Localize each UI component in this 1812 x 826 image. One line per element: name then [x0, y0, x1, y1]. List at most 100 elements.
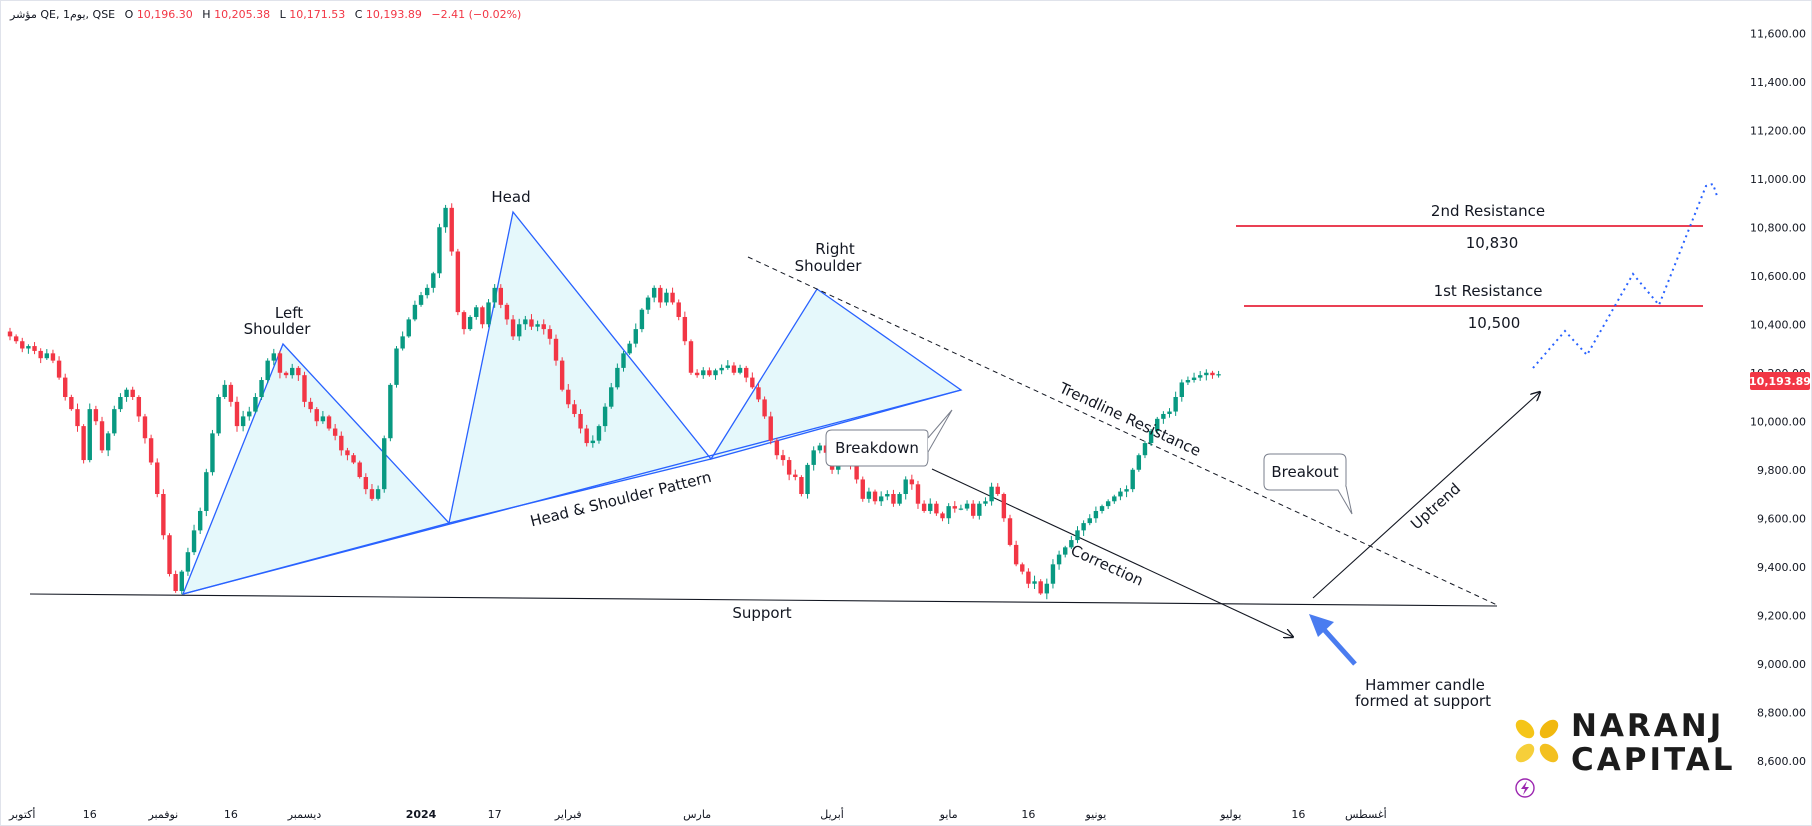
candle: [339, 431, 344, 456]
price-tick-label: 9,200.00: [1757, 609, 1806, 622]
price-tick-label: 9,800.00: [1757, 464, 1806, 477]
time-axis[interactable]: أكتوبر 16 نوفمبر 16 ديسمبر 2024 17 فبراير مارس أب…: [8, 807, 1387, 821]
candle: [891, 489, 896, 507]
candle: [1038, 579, 1043, 595]
candle: [1118, 487, 1123, 501]
time-tick-label: 16: [1021, 808, 1035, 821]
candle: [7, 327, 13, 341]
close-label: C: [355, 8, 363, 21]
candle: [400, 331, 405, 351]
pattern-zone-1: [181, 342, 451, 595]
candle: [970, 500, 976, 519]
candle: [1142, 440, 1148, 459]
candle: [357, 460, 362, 479]
breakdown-callout: Breakdown: [825, 409, 953, 467]
trendline-resistance: [747, 256, 1498, 606]
resistance-1-value: 10,500: [1468, 314, 1521, 332]
candle: [424, 284, 430, 299]
time-tick-label: ديسمبر: [287, 808, 322, 821]
candle: [148, 434, 154, 465]
candle: [504, 302, 510, 325]
candle: [222, 380, 227, 400]
candle: [271, 348, 277, 366]
candle: [1044, 578, 1050, 600]
time-tick-label: 16: [83, 808, 97, 821]
candle: [958, 504, 964, 511]
candle: [234, 396, 240, 432]
candle: [1204, 369, 1209, 381]
candle: [26, 344, 31, 354]
candle: [744, 365, 749, 383]
candle: [756, 383, 761, 403]
candle: [81, 424, 86, 464]
candle: [903, 476, 908, 500]
head-label: Head: [491, 188, 530, 206]
candle: [75, 403, 80, 432]
candle: [860, 476, 865, 502]
candle: [63, 373, 68, 401]
candle: [737, 364, 743, 375]
candle: [1050, 559, 1056, 589]
naranj-capital-logo: NARANJ CAPITAL: [1515, 708, 1732, 778]
candle: [658, 285, 663, 308]
candle: [308, 397, 313, 413]
candle: [228, 382, 234, 407]
candle: [609, 382, 614, 409]
candle: [572, 399, 577, 418]
candle: [817, 442, 823, 454]
candle: [130, 386, 135, 400]
price-axis[interactable]: 8,600.00 8,800.00 9,000.00 9,200.00 9,400.00…: [1750, 27, 1806, 768]
price-tick-label: 11,200.00: [1750, 124, 1806, 137]
candle: [44, 349, 50, 360]
candle: [682, 311, 688, 346]
candle: [1013, 540, 1019, 567]
candle: [1056, 550, 1062, 570]
pattern-zone-3: [709, 288, 963, 461]
candle: [283, 371, 289, 379]
candle: [290, 363, 295, 379]
candle: [578, 409, 583, 434]
resistance-1-label: 1st Resistance: [1434, 282, 1543, 300]
candle: [1087, 514, 1092, 526]
time-tick-label: فبراير: [554, 808, 582, 821]
candle: [240, 410, 246, 432]
price-tick-label: 11,400.00: [1750, 76, 1806, 89]
correction-arrow: [931, 468, 1293, 637]
pattern-zone-2: [448, 210, 713, 524]
logo-sun-icon: [1515, 719, 1559, 763]
hammer-arrow: [1309, 614, 1357, 666]
candle: [136, 395, 142, 422]
candle: [1007, 514, 1013, 547]
candle: [768, 411, 773, 445]
candle: [590, 435, 596, 448]
resistance-2-label: 2nd Resistance: [1431, 202, 1545, 220]
candle: [897, 492, 902, 506]
candle: [467, 315, 473, 331]
right-shoulder-label-1: Right: [815, 240, 855, 258]
candle: [1081, 520, 1086, 536]
low-label: L: [280, 8, 287, 21]
lightning-icon[interactable]: [1515, 778, 1535, 798]
candle: [1191, 372, 1197, 383]
candle: [1173, 391, 1178, 416]
candle: [1124, 485, 1129, 498]
last-price-tag: 10,193.89: [1749, 372, 1811, 390]
time-tick-label: أكتوبر: [8, 807, 35, 821]
candle: [566, 384, 571, 409]
logo-line-1: NARANJ: [1571, 708, 1724, 744]
candle: [1069, 535, 1074, 550]
candle: [952, 501, 957, 513]
candle: [786, 456, 792, 481]
candle: [492, 284, 497, 308]
candle: [99, 416, 105, 454]
candle: [124, 387, 129, 402]
candle: [995, 483, 1000, 496]
candle: [277, 350, 283, 379]
candle: [185, 547, 191, 576]
candle: [719, 364, 724, 375]
time-tick-label: أبريل: [820, 807, 844, 821]
candle: [197, 507, 203, 534]
candle: [664, 288, 669, 306]
candle: [934, 501, 939, 516]
